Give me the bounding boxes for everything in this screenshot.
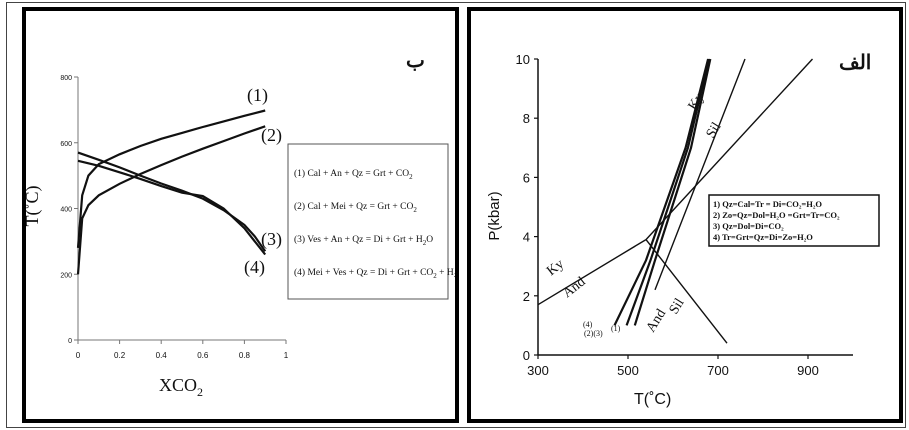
left-axes: 0 0.2 0.4 0.6 0.8 1 0 200 400 600 800 [60,75,288,360]
right-series-line-5 [645,239,728,344]
left-x-tick-label: 0.8 [239,351,251,360]
right-point-label-1: (1) [611,324,621,333]
left-y-tick-label: 600 [60,141,72,148]
right-panel-label: الف [839,52,871,74]
left-chart-svg: ب 0 0.2 0.4 0.6 0.8 1 0 200 400 600 800 (1) (2) (3… [26,50,455,399]
right-series-line-6 [645,58,814,241]
right-series-group [537,58,814,344]
right-label-and-lower: And [560,274,588,301]
right-point-label-23: (2)(3) [584,329,603,338]
right-series-line-1 [633,58,712,326]
left-series-group [76,109,267,275]
right-legend-item-3: 3) Qz=Dol=Di=CO₂ [713,221,784,231]
right-series-line-3 [613,58,710,326]
left-series-label-3: (3) [261,229,282,250]
left-y-tick-label: 0 [68,338,72,345]
right-legend-item-1: 1) Qz=Cal=Tr = Di=CO₂=H₂O [713,199,822,209]
right-chart-svg: الف 300 500 700 900 0 2 4 6 8 10 Ky And Sil And K… [486,52,880,408]
left-series-line-3 [77,151,267,252]
right-x-tick-label: 300 [527,363,549,378]
right-series-line-4 [537,239,647,306]
left-series-line-2 [76,125,266,275]
right-y-tick-label: 6 [523,170,530,185]
left-legend-item-2: (2) Cal + Mei + Qz = Grt + CO2 [294,201,417,214]
left-y-tick-label: 200 [60,272,72,279]
left-legend-item-4: (4) Mei + Ves + Qz = Di + Grt + CO2 + H₂… [294,267,455,280]
right-legend-box [708,194,880,247]
right-label-sil-upper: Sil [704,120,725,141]
right-y-tick-label: 0 [523,348,530,363]
right-axes: 300 500 700 900 0 2 4 6 8 10 [516,52,853,378]
left-chart-panel: ب 0 0.2 0.4 0.6 0.8 1 0 200 400 600 800 (1) (2) (3… [22,7,459,423]
left-x-tick-label: 0.6 [197,351,209,360]
right-x-tick-label: 900 [797,363,819,378]
right-label-and-right: And [644,307,670,335]
left-series-label-4: (4) [244,257,265,278]
right-chart-panel: الف 300 500 700 900 0 2 4 6 8 10 Ky And Sil And K… [467,7,903,423]
right-ylabel: P(kbar) [486,191,503,240]
left-x-tick-label: 0.4 [156,351,168,360]
left-y-axis-title: T(˚C) [26,186,43,227]
figure-frame [6,2,906,428]
right-y-tick-label: 2 [523,289,530,304]
left-x-tick-label: 0.2 [114,351,126,360]
right-y-tick-label: 8 [523,111,530,126]
left-series-line-4 [77,159,267,256]
left-xlabel: XCO2 [159,375,203,399]
right-x-tick-label: 700 [707,363,729,378]
left-x-tick-label: 1 [284,351,289,360]
right-legend-item-4: 4) Tr=Grt=Qz=Di=Zo=H₂O [713,232,813,242]
right-y-axis-title: P(kbar) [486,191,503,240]
left-legend-item-3: (3) Ves + An + Qz = Di + Grt + H2O [294,234,433,247]
right-series-line-7 [654,58,746,291]
right-x-tick-label: 500 [617,363,639,378]
left-panel-label: ب [406,50,425,72]
left-ylabel: T(˚C) [26,186,43,227]
right-label-ky-upper: Ky [686,91,708,113]
left-y-tick-label: 800 [60,75,72,82]
left-y-tick-label: 400 [60,207,72,214]
right-legend-item-2: 2) Zo=Qz=Dol=H₂O =Grt=Tr=CO₂ [713,210,840,220]
right-y-tick-label: 4 [523,230,530,245]
left-legend-box [287,143,449,300]
right-y-tick-label: 10 [516,52,530,67]
left-series-label-2: (2) [261,125,282,146]
right-label-ky-lower: Ky [544,257,567,279]
left-series-line-1 [76,109,266,248]
right-label-sil-lower: Sil [667,296,688,317]
right-point-label-4: (4) [583,320,593,329]
left-series-label-1: (1) [247,85,268,106]
right-series-line-2 [625,58,711,326]
left-legend-item-1: (1) Cal + An + Qz = Grt + CO2 [294,168,413,181]
left-x-tick-label: 0 [76,351,81,360]
right-xlabel: T(˚C) [634,391,671,408]
